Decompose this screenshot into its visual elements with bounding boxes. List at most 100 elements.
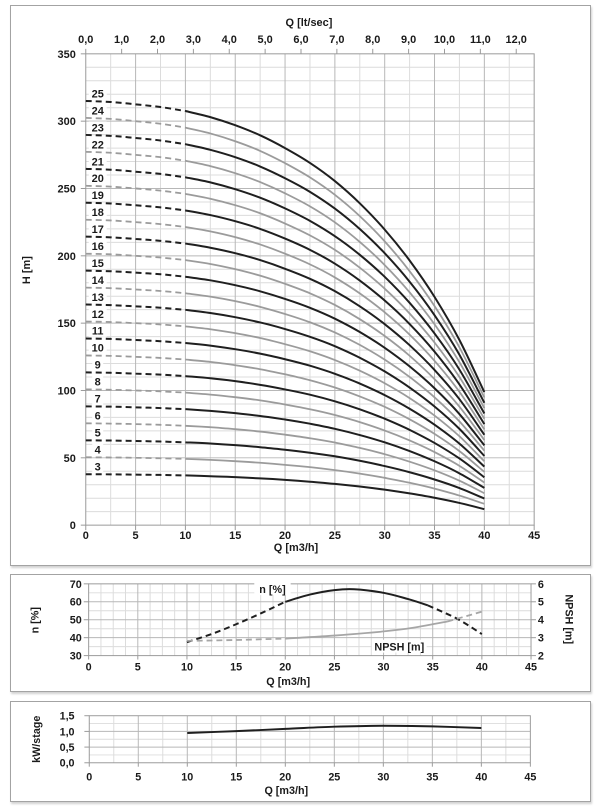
head-curve-24-stages	[185, 126, 486, 398]
head-curve-8-stages	[185, 391, 485, 484]
right-axis-tick-label: 5	[538, 597, 544, 609]
y-axis-tick-label: 150	[58, 318, 76, 330]
x-axis-tick-label: 30	[379, 530, 391, 542]
stage-label: 23	[92, 122, 104, 134]
head-capacity-chart-panel: 0,0 1,0 2,0 3,0 4,0 5,0 6,0 7,0 8,0 9,0 10,0 11,0 12…	[10, 5, 591, 566]
x-axis-tick-label: 30	[378, 661, 390, 673]
y-axis-tick-label: 0	[70, 520, 76, 532]
stage-label-bg	[88, 341, 107, 354]
power-per-stage-curve	[187, 724, 482, 734]
y-axis-title: kW/stage	[31, 716, 43, 763]
stage-label-bg	[88, 138, 107, 151]
top-axis-tick-label: 0,0	[78, 34, 93, 46]
y-axis-tick-label: 250	[58, 183, 76, 195]
stage-label-bg	[88, 155, 107, 168]
y-axis-title: H [m]	[21, 256, 33, 284]
right-axis-title: NPSH [m]	[562, 594, 574, 644]
x-axis-tick-label: 20	[279, 771, 291, 783]
left-axis-tick-label: 40	[70, 633, 82, 645]
stage-label: 19	[92, 190, 104, 202]
top-axis-tick-label: 7,0	[329, 34, 344, 46]
left-axis-title: n [%]	[30, 607, 42, 633]
head-curve-15-stages-dashed	[85, 269, 186, 278]
head-curve-21-stages-dashed	[85, 167, 186, 179]
stage-label-bg	[88, 104, 107, 117]
x-axis-tick-label: 5	[135, 771, 141, 783]
stage-label-bg	[88, 307, 107, 320]
head-curve-16-stages	[185, 259, 486, 441]
head-curve-19-stages	[185, 209, 486, 425]
plot-border	[88, 715, 531, 764]
stage-label: 11	[92, 326, 104, 338]
top-axis-tick-label: 12,0	[506, 34, 527, 46]
x-axis-tick-label: 25	[329, 530, 341, 542]
x-axis-tick-label: 15	[230, 661, 242, 673]
head-curve-11-stages	[185, 342, 486, 468]
head-curve-17-stages	[185, 242, 486, 436]
x-axis-tick-label: 0	[86, 771, 92, 783]
head-curve-4-stages	[185, 457, 485, 505]
head-curve-11-stages-dashed	[85, 337, 186, 344]
stage-label: 7	[95, 394, 101, 406]
stage-label: 3	[95, 461, 101, 473]
head-curve-8-stages-dashed	[85, 388, 186, 394]
x-axis-tick-label: 15	[229, 530, 241, 542]
head-curve-14-stages	[185, 292, 486, 452]
right-axis-tick-label: 3	[538, 633, 544, 645]
efficiency-curve-solid	[284, 588, 429, 607]
head-curve-5-stages-dashed	[85, 439, 186, 444]
y-axis-tick-label: 50	[64, 453, 76, 465]
right-axis-tick-label: 4	[538, 615, 544, 627]
head-curve-18-stages	[185, 226, 486, 430]
left-axis-tick-label: 30	[70, 651, 82, 663]
x-axis-tick-label: 35	[426, 771, 438, 783]
stage-label: 8	[95, 377, 101, 389]
x-axis-tick-label: 15	[230, 771, 242, 783]
head-curve-5-stages	[185, 441, 485, 500]
npsh-curve-dashed	[447, 610, 483, 623]
stage-label-bg	[92, 426, 104, 439]
head-curve-25-stages	[185, 110, 486, 393]
head-curve-15-stages	[185, 275, 486, 446]
stage-label-bg	[88, 189, 107, 202]
efficiency-npsh-chart-panel: 70 60 50 40 30 6 5 4 3 2 0 5 10 15 20 25 30 35 40 45 Q [m3/h…	[10, 574, 591, 692]
top-axis-tick-label: 2,0	[150, 34, 165, 46]
stage-label: 12	[92, 309, 104, 321]
top-axis-tick-label: 4,0	[222, 34, 237, 46]
left-axis-tick-label: 60	[70, 597, 82, 609]
stage-label-bg	[88, 206, 107, 219]
head-curve-20-stages-dashed	[85, 184, 186, 195]
head-curve-20-stages	[185, 192, 486, 420]
stage-label-bg	[88, 240, 107, 252]
stage-label-bg	[88, 324, 107, 337]
head-curve-12-stages	[185, 325, 485, 462]
head-curve-22-stages-dashed	[85, 150, 186, 162]
x-axis-tick-label: 10	[181, 661, 193, 673]
head-curve-17-stages-dashed	[85, 235, 186, 245]
stage-label: 21	[92, 156, 104, 168]
right-axis-tick-label: 2	[538, 651, 544, 663]
top-axis-tick-label: 9,0	[401, 34, 416, 46]
right-axis-tick-label: 6	[538, 579, 544, 591]
x-axis-title: Q [m3/h]	[266, 676, 310, 688]
x-axis-tick-label: 45	[525, 661, 537, 673]
stage-label: 14	[92, 275, 105, 287]
top-axis-tick-label: 1,0	[114, 34, 129, 46]
stage-label: 5	[95, 427, 101, 439]
x-axis-tick-label: 45	[528, 530, 540, 542]
head-curve-22-stages	[185, 159, 486, 409]
head-curve-23-stages-dashed	[85, 133, 186, 146]
x-axis-tick-label: 5	[133, 530, 139, 542]
y-axis-tick-label: 0,0	[60, 758, 75, 770]
y-axis-tick-label: 200	[58, 251, 76, 263]
npsh-curve-solid	[285, 620, 448, 640]
head-curve-7-stages-dashed	[85, 405, 186, 411]
stage-label: 20	[92, 173, 104, 185]
stage-label-bg	[92, 358, 104, 371]
x-axis-tick-label: 45	[524, 771, 536, 783]
stage-label: 24	[92, 105, 105, 117]
x-axis-tick-label: 0	[86, 661, 92, 673]
x-axis-tick-label: 30	[377, 771, 389, 783]
x-axis-tick-label: 40	[476, 661, 488, 673]
